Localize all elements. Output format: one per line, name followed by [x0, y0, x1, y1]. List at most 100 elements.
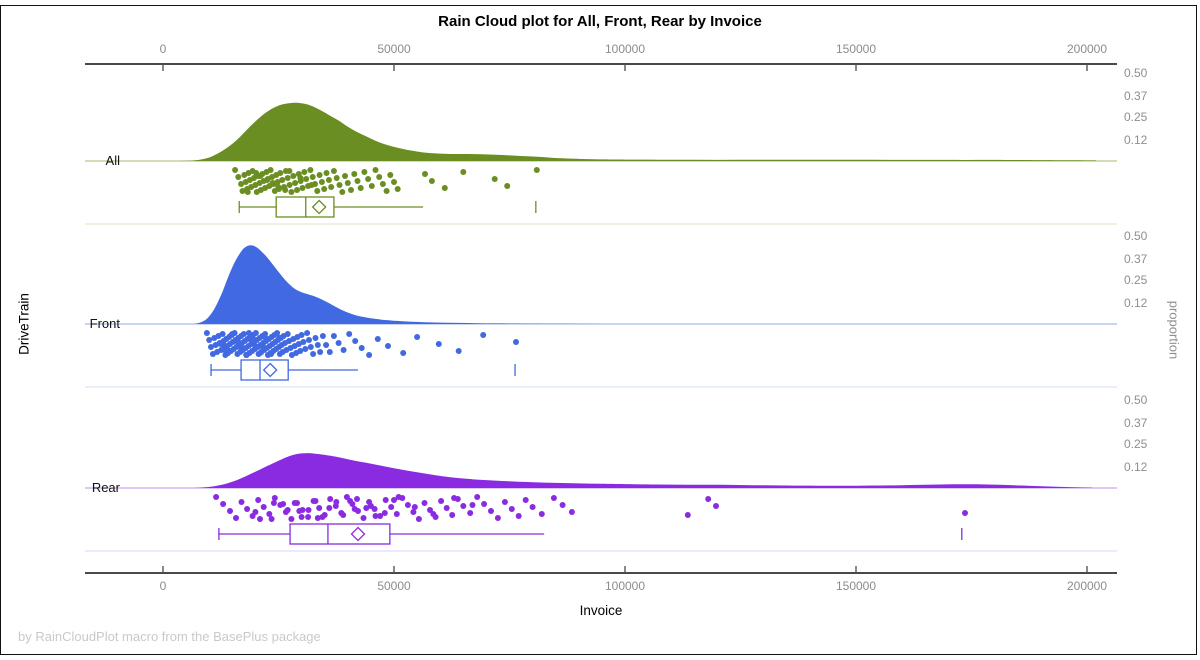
- rain-point: [286, 182, 293, 188]
- rain-point: [441, 185, 448, 191]
- rain-point: [705, 496, 712, 502]
- proportion-tick-label: 0.25: [1124, 110, 1148, 124]
- rain-point: [259, 344, 266, 350]
- rain-point: [411, 504, 418, 510]
- rain-point: [222, 348, 229, 354]
- rain-point: [415, 516, 422, 522]
- rain-point: [342, 173, 348, 179]
- category-label: Rear: [91, 480, 120, 495]
- rain-point: [361, 169, 368, 175]
- rain-point: [351, 506, 358, 512]
- rain-point: [367, 503, 374, 509]
- rain-point: [360, 515, 367, 521]
- rain-point: [298, 332, 305, 338]
- rain-point: [297, 175, 304, 181]
- rain-point: [449, 512, 456, 518]
- rain-point: [343, 494, 350, 500]
- rain-point: [491, 176, 498, 182]
- rain-point: [351, 171, 358, 177]
- rain-point: [372, 513, 379, 519]
- proportion-tick-label: 0.37: [1124, 251, 1148, 266]
- rain-point: [335, 340, 342, 346]
- rain-point: [428, 178, 435, 184]
- rain-point: [219, 331, 226, 337]
- rain-point: [340, 512, 347, 518]
- y-axis-title: DriveTrain: [16, 293, 32, 355]
- rain-point: [238, 181, 245, 187]
- rain-point: [303, 176, 310, 182]
- proportion-tick-label: 0.50: [1124, 229, 1148, 243]
- rain-point: [333, 175, 340, 181]
- rain-point: [301, 169, 308, 175]
- rain-point: [430, 511, 437, 517]
- rain-point: [333, 499, 340, 505]
- rain-point: [414, 334, 421, 340]
- rain-point: [339, 189, 346, 195]
- rain-point: [559, 502, 566, 508]
- rain-point: [330, 168, 337, 174]
- rain-point: [323, 170, 330, 176]
- rain-point: [323, 342, 330, 348]
- rain-point: [376, 174, 383, 180]
- rain-point: [291, 500, 298, 506]
- rain-point: [368, 183, 375, 189]
- rain-point: [245, 330, 252, 336]
- rain-point: [282, 187, 289, 193]
- rain-point: [305, 514, 312, 520]
- rain-point: [280, 501, 287, 507]
- rain-point: [467, 510, 474, 516]
- rain-point: [435, 341, 442, 347]
- rain-point: [382, 497, 389, 503]
- box: [289, 523, 391, 545]
- rain-point: [270, 500, 277, 506]
- proportion-tick-label: 0.50: [1124, 393, 1148, 407]
- rain-point: [348, 187, 354, 193]
- rain-point: [252, 509, 259, 515]
- rain-point: [377, 513, 384, 519]
- rain-point: [328, 184, 335, 190]
- rain-point: [286, 168, 293, 174]
- rain-point: [347, 498, 354, 504]
- rain-point: [288, 516, 295, 522]
- rain-point: [391, 179, 397, 185]
- rain-point: [253, 170, 260, 176]
- density-curve: [195, 453, 1092, 488]
- rain-point: [314, 515, 321, 521]
- rain-point: [363, 505, 370, 511]
- rain-point: [538, 511, 545, 517]
- rain-point: [438, 498, 445, 504]
- rain-point: [244, 506, 251, 512]
- rain-point: [460, 503, 467, 509]
- rain-point: [312, 335, 319, 341]
- rain-point: [365, 176, 372, 182]
- rain-point: [340, 347, 347, 353]
- rain-point: [240, 331, 247, 337]
- proportion-tick-label: 0.12: [1124, 132, 1148, 147]
- rain-point: [372, 167, 379, 173]
- rain-point: [314, 342, 321, 348]
- rain-point: [381, 510, 388, 516]
- rain-point: [234, 339, 241, 345]
- rain-point: [298, 514, 305, 520]
- rain-point: [316, 172, 323, 178]
- proportion-tick-label: 0.50: [1124, 66, 1148, 80]
- rain-point: [501, 499, 508, 505]
- rain-point: [260, 504, 267, 510]
- rain-point: [480, 332, 487, 338]
- rain-point: [290, 173, 297, 179]
- rain-point: [295, 341, 302, 347]
- rain-point: [394, 186, 401, 192]
- rain-point: [288, 189, 295, 195]
- rain-point: [257, 173, 264, 179]
- chart-title: Rain Cloud plot for All, Front, Rear by …: [438, 13, 762, 30]
- rain-point: [296, 508, 303, 514]
- x-tick-label-bottom: 50000: [377, 579, 411, 593]
- rain-point: [314, 188, 321, 194]
- x-tick-label-top: 50000: [377, 42, 411, 56]
- rain-point: [393, 511, 400, 517]
- rain-point: [255, 497, 262, 503]
- rain-point: [307, 344, 314, 350]
- rain-point: [321, 186, 328, 192]
- rain-point: [533, 167, 540, 173]
- rain-point: [326, 505, 333, 511]
